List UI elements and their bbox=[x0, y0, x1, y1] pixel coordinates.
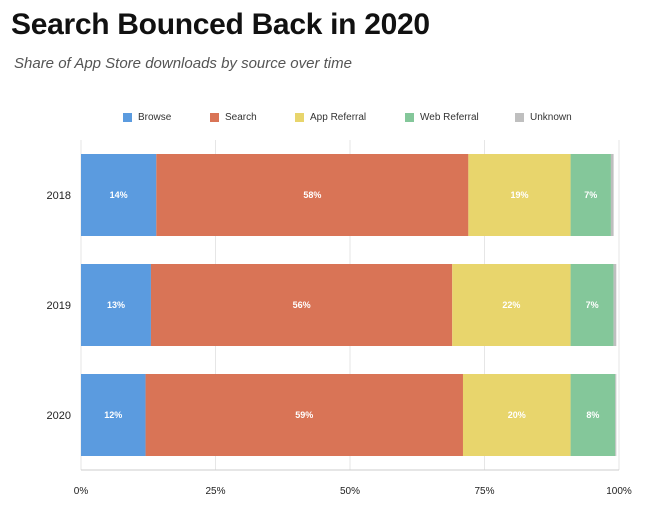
bar-segment-2020-app-referral bbox=[462, 374, 571, 456]
legend-swatch-unknown bbox=[515, 113, 524, 122]
x-tick-label-1: 25% bbox=[205, 486, 225, 497]
legend-swatch-web-referral bbox=[405, 113, 414, 122]
bar-segment-2018-browse bbox=[81, 154, 157, 236]
bar-segment-2019-browse bbox=[81, 264, 151, 346]
bar-segment-2020-search bbox=[145, 374, 463, 456]
bar-segment-2019-web-referral bbox=[570, 264, 614, 346]
y-tick-label-2019: 2019 bbox=[47, 300, 71, 312]
legend-label-web-referral: Web Referral bbox=[420, 112, 479, 123]
y-tick-label-2020: 2020 bbox=[47, 410, 71, 422]
data-label-2018-browse: 14% bbox=[110, 190, 128, 200]
data-label-2020-search: 59% bbox=[295, 410, 313, 420]
legend-item-app-referral: App Referral bbox=[295, 112, 366, 123]
data-label-2018-search: 58% bbox=[303, 190, 321, 200]
data-label-2020-browse: 12% bbox=[104, 410, 122, 420]
data-label-2020-web-referral: 8% bbox=[586, 410, 599, 420]
legend-item-unknown: Unknown bbox=[515, 112, 572, 123]
bar-segment-2020-browse bbox=[81, 374, 146, 456]
bar-segment-2018-search bbox=[156, 154, 469, 236]
bar-segment-2019-search bbox=[150, 264, 453, 346]
bar-segment-2018-web-referral bbox=[570, 154, 611, 236]
data-label-2018-web-referral: 7% bbox=[584, 190, 597, 200]
legend-item-web-referral: Web Referral bbox=[405, 112, 479, 123]
x-tick-label-4: 100% bbox=[606, 486, 632, 497]
x-tick-label-2: 50% bbox=[340, 486, 360, 497]
data-label-2019-search: 56% bbox=[293, 300, 311, 310]
legend-label-app-referral: App Referral bbox=[310, 112, 367, 123]
legend-label-browse: Browse bbox=[138, 112, 172, 123]
legend-item-browse: Browse bbox=[123, 112, 171, 123]
bar-segment-2018-unknown bbox=[610, 154, 614, 236]
legend-swatch-browse bbox=[123, 113, 132, 122]
x-tick-label-3: 75% bbox=[474, 486, 494, 497]
data-label-2019-app-referral: 22% bbox=[502, 300, 520, 310]
chart-legend: Browse Search App Referral Web Referral … bbox=[0, 112, 663, 128]
legend-item-search: Search bbox=[210, 112, 257, 123]
bar-segment-2019-unknown bbox=[613, 264, 617, 346]
legend-swatch-search bbox=[210, 113, 219, 122]
legend-label-search: Search bbox=[225, 112, 257, 123]
legend-label-unknown: Unknown bbox=[530, 112, 572, 123]
x-tick-label-0: 0% bbox=[74, 486, 89, 497]
bar-segment-2019-app-referral bbox=[452, 264, 571, 346]
data-label-2019-browse: 13% bbox=[107, 300, 125, 310]
data-label-2020-app-referral: 20% bbox=[508, 410, 526, 420]
bar-segment-2020-web-referral bbox=[570, 374, 616, 456]
y-tick-label-2018: 2018 bbox=[47, 190, 71, 202]
data-label-2018-app-referral: 19% bbox=[510, 190, 528, 200]
chart-subtitle: Share of App Store downloads by source o… bbox=[14, 55, 352, 72]
bar-segment-2020-unknown bbox=[615, 374, 617, 456]
legend-swatch-app-referral bbox=[295, 113, 304, 122]
data-label-2019-web-referral: 7% bbox=[586, 300, 599, 310]
chart-title: Search Bounced Back in 2020 bbox=[11, 8, 430, 41]
bar-segment-2018-app-referral bbox=[468, 154, 571, 236]
